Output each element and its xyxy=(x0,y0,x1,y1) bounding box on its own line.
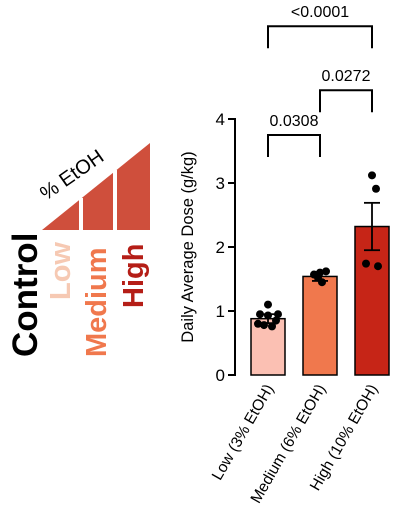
data-point xyxy=(254,319,262,328)
level-label-low: Low xyxy=(45,242,77,300)
level-label-high: High xyxy=(118,244,150,308)
data-point xyxy=(264,311,272,320)
bar xyxy=(250,317,286,376)
p-value-label: 0.0308 xyxy=(270,113,319,130)
data-point xyxy=(372,184,380,193)
x-axis: Low (3% EtOH)Medium (6% EtOH)High (10% E… xyxy=(209,382,382,507)
y-tick-label: 4 xyxy=(216,110,225,129)
data-point xyxy=(268,322,276,331)
bar xyxy=(302,275,338,376)
comparison-bracket xyxy=(319,89,373,113)
data-point xyxy=(318,278,326,287)
y-tick-label: 1 xyxy=(216,302,225,321)
comparison-bracket xyxy=(267,25,373,49)
data-point xyxy=(362,259,370,268)
y-axis: 0 1 2 3 4 xyxy=(216,110,236,385)
data-point xyxy=(322,267,330,276)
etoh-gradient-triangle xyxy=(42,143,150,230)
p-value-label: 0.0272 xyxy=(322,68,371,85)
triangle-divider-2 xyxy=(113,170,117,230)
data-points xyxy=(254,171,382,331)
data-point xyxy=(260,321,268,330)
comparison-bracket xyxy=(267,134,321,157)
bars xyxy=(250,225,390,376)
bar xyxy=(354,225,390,376)
data-point xyxy=(272,316,280,325)
level-label-medium: Medium xyxy=(81,247,113,357)
triangle-divider-1 xyxy=(79,198,83,230)
significance-brackets: 0.0308 0.0272 <0.0001 xyxy=(267,4,373,157)
legend-panel: % EtOH Control Low Medium High xyxy=(6,143,150,357)
control-label: Control xyxy=(6,233,45,357)
p-value-label: <0.0001 xyxy=(291,4,349,21)
data-point xyxy=(374,262,382,271)
y-tick-label: 2 xyxy=(216,238,225,257)
data-point xyxy=(368,171,376,180)
y-axis-label: Daily Average Dose (g/kg) xyxy=(179,151,197,342)
data-point xyxy=(316,268,324,277)
y-tick-label: 0 xyxy=(216,366,225,385)
data-point xyxy=(256,310,264,319)
data-point xyxy=(264,300,272,309)
data-point xyxy=(274,310,282,319)
y-tick-label: 3 xyxy=(216,174,225,193)
